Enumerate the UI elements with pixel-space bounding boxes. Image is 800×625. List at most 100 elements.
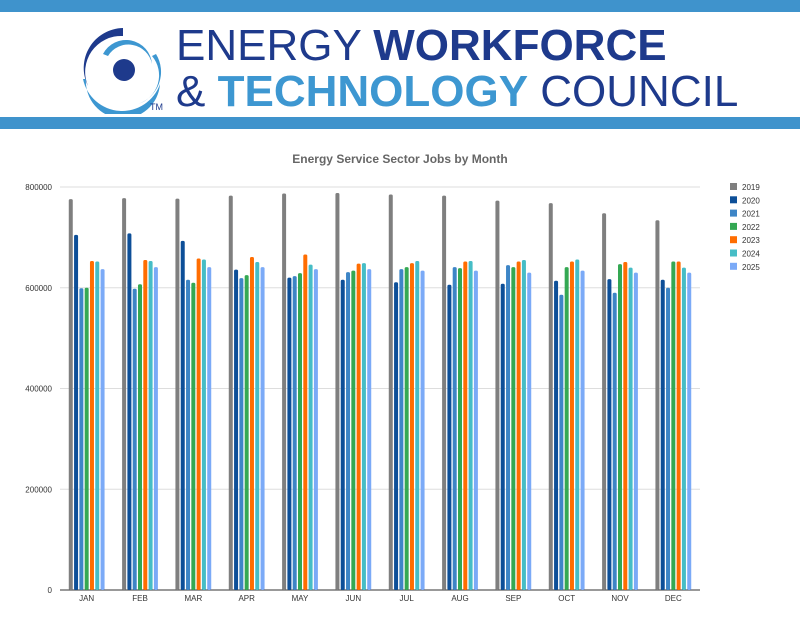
bar-2021-jun — [346, 272, 351, 590]
legend-label-2021: 2021 — [742, 210, 760, 219]
bar-2022-jul — [404, 267, 409, 590]
bar-2020-jan — [74, 234, 79, 590]
y-tick-label: 800000 — [25, 183, 52, 192]
bar-2020-nov — [607, 279, 612, 590]
x-tick-label: SEP — [505, 594, 521, 603]
bar-2019-dec — [655, 220, 660, 590]
bar-2021-dec — [666, 287, 671, 590]
x-tick-label: MAR — [184, 594, 202, 603]
bar-2021-nov — [612, 292, 617, 590]
bar-2024-nov — [628, 267, 633, 590]
bar-2019-nov — [602, 213, 607, 590]
bar-2024-jul — [415, 261, 420, 590]
legend-swatch-2019 — [730, 183, 737, 190]
bar-2020-mar — [180, 240, 185, 590]
bar-2021-feb — [132, 288, 137, 590]
bar-2020-jul — [394, 282, 399, 590]
bar-2019-jul — [388, 194, 393, 590]
bar-2025-nov — [633, 272, 638, 590]
bar-2023-jan — [89, 261, 94, 590]
bar-2020-may — [287, 277, 292, 590]
bar-2021-may — [292, 276, 297, 590]
bar-2023-dec — [676, 261, 681, 590]
title-technology: TECHNOLOGY — [217, 67, 529, 116]
header-band-top — [0, 0, 800, 12]
bar-2024-dec — [681, 267, 686, 590]
bar-2023-mar — [196, 258, 201, 590]
y-tick-label: 200000 — [25, 485, 52, 494]
bar-2024-may — [308, 264, 313, 590]
legend-label-2019: 2019 — [742, 183, 760, 192]
bar-2024-apr — [255, 262, 260, 590]
council-logo-icon — [83, 28, 162, 114]
legend-label-2020: 2020 — [742, 196, 760, 205]
legend-swatch-2024 — [730, 249, 737, 257]
bar-2025-jun — [367, 269, 372, 590]
bar-2019-aug — [442, 195, 447, 590]
legend-label-2022: 2022 — [742, 223, 760, 232]
legend-swatch-2020 — [730, 196, 737, 204]
bar-2024-jan — [95, 261, 100, 590]
legend-label-2025: 2025 — [742, 263, 760, 272]
bar-2024-feb — [148, 261, 153, 590]
y-tick-label: 600000 — [25, 284, 52, 293]
bar-2019-jan — [68, 199, 73, 590]
x-tick-label: FEB — [132, 594, 148, 603]
bar-2024-oct — [575, 259, 580, 590]
bar-2022-sep — [511, 267, 516, 590]
bar-2022-dec — [671, 261, 676, 590]
bar-2022-mar — [191, 282, 196, 590]
y-tick-label: 0 — [48, 586, 53, 595]
x-tick-label: DEC — [665, 594, 682, 603]
bar-2020-dec — [660, 279, 665, 590]
bar-2024-sep — [521, 260, 526, 590]
bar-2019-oct — [548, 203, 553, 590]
bar-2019-jun — [335, 193, 340, 591]
bar-2021-aug — [452, 267, 457, 590]
bar-2025-jul — [420, 270, 425, 590]
x-tick-label: AUG — [451, 594, 468, 603]
legend-swatch-2021 — [730, 209, 737, 217]
bar-2023-may — [303, 254, 308, 590]
x-tick-label: MAY — [292, 594, 309, 603]
bar-2025-apr — [260, 267, 265, 590]
bar-2020-sep — [500, 283, 505, 590]
legend-label-2024: 2024 — [742, 250, 760, 259]
bar-2023-oct — [569, 261, 574, 590]
bar-2020-jun — [340, 279, 345, 590]
bar-2019-feb — [122, 198, 127, 590]
bar-2022-feb — [138, 284, 142, 590]
bar-2022-aug — [458, 268, 462, 590]
bar-2022-jun — [351, 270, 356, 590]
title-ampersand: & — [176, 67, 206, 116]
legend-swatch-2023 — [730, 236, 737, 244]
bar-2019-mar — [175, 198, 180, 590]
title-energy: ENERGY — [176, 21, 362, 70]
header-title-line1: ENERGY WORKFORCE — [176, 24, 667, 68]
bar-2025-aug — [473, 270, 478, 590]
bar-2021-apr — [239, 278, 244, 590]
bar-2024-mar — [201, 259, 206, 590]
legend-label-2023: 2023 — [742, 236, 760, 245]
bar-2021-sep — [506, 265, 511, 590]
bar-2020-oct — [554, 280, 559, 590]
bar-2025-feb — [153, 267, 158, 590]
bar-2025-jan — [100, 269, 105, 590]
x-tick-label: APR — [238, 594, 255, 603]
chart-title: Energy Service Sector Jobs by Month — [292, 152, 507, 166]
bar-2020-apr — [234, 269, 239, 590]
bar-2019-may — [282, 193, 287, 590]
bar-2023-apr — [249, 257, 254, 590]
bar-2021-mar — [186, 279, 191, 590]
bar-2022-jan — [84, 287, 89, 590]
bar-2025-dec — [687, 272, 692, 590]
title-workforce: WORKFORCE — [373, 21, 667, 70]
bar-2021-jul — [399, 269, 404, 590]
x-tick-label: JUN — [346, 594, 362, 603]
bar-2024-jun — [361, 263, 366, 590]
legend-swatch-2025 — [730, 262, 737, 270]
header-title-line2: & TECHNOLOGY COUNCIL — [176, 70, 738, 114]
bar-2023-jul — [409, 263, 414, 590]
bar-2019-apr — [228, 195, 233, 590]
bar-2023-feb — [143, 260, 148, 590]
